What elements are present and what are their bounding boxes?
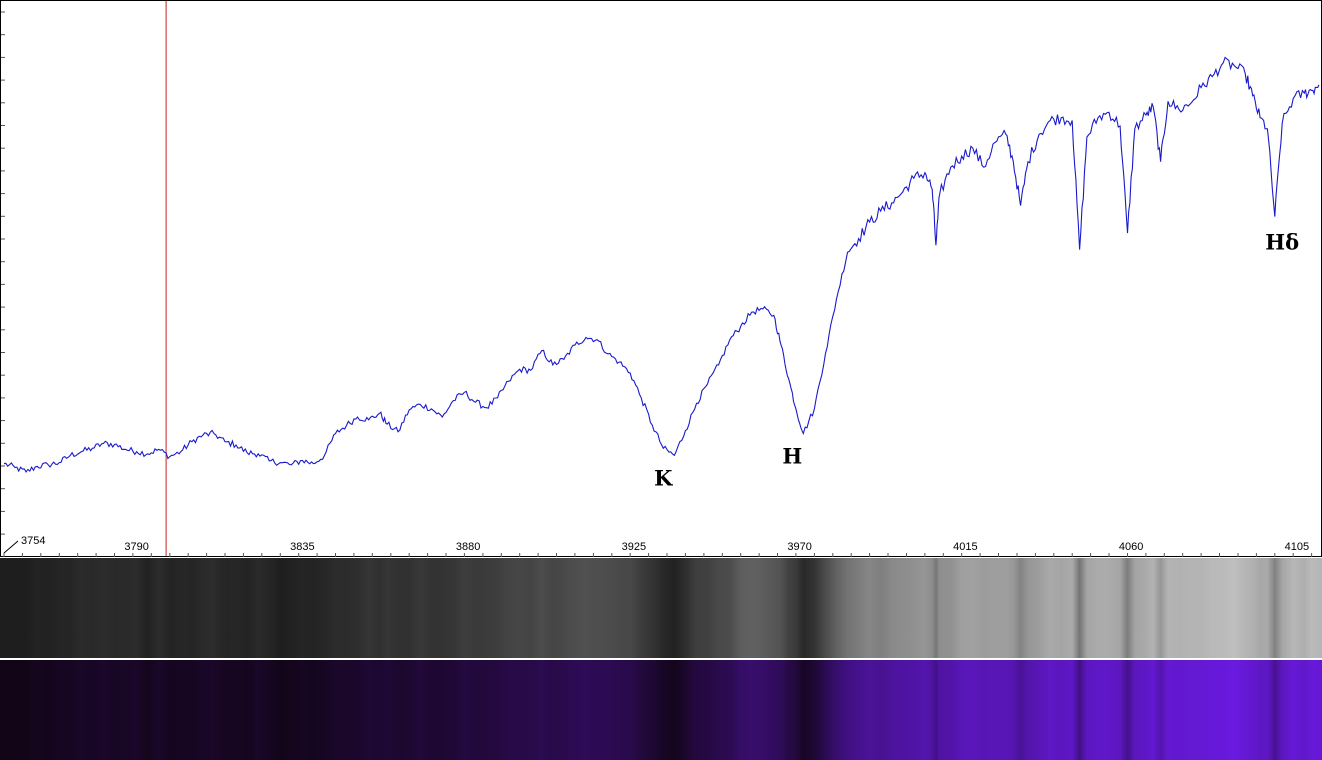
x-tick-label: 3880 <box>456 541 480 553</box>
x-tick-label: 3835 <box>290 541 314 553</box>
x-tick-label: 3925 <box>622 541 646 553</box>
annotations: K H Hδ <box>654 230 1299 491</box>
axis-origin-mark <box>3 540 19 554</box>
x-tick-label: 3970 <box>787 541 811 553</box>
series-line <box>3 56 1320 473</box>
plot-frame <box>0 0 1322 557</box>
spectrum-plot[interactable]: 3754 3790 3835 3880 3925 3970 4015 4060 4105 K H H… <box>0 0 1322 557</box>
x-tick-label: 3754 <box>21 535 45 547</box>
spectrum-strip-grayscale <box>0 558 1322 658</box>
strip-separator <box>0 658 1322 660</box>
x-tick-label: 4105 <box>1285 541 1309 553</box>
y-axis-ticks <box>1 11 5 535</box>
line-label: Hδ <box>1265 230 1299 255</box>
line-label: K <box>654 466 673 491</box>
x-tick-label: 3790 <box>124 541 148 553</box>
line-label: H <box>782 444 802 469</box>
spectrum-strip-color <box>0 660 1322 760</box>
plot-svg: 3754 3790 3835 3880 3925 3970 4015 4060 4105 K H H… <box>0 0 1322 557</box>
x-tick-label: 4015 <box>953 541 977 553</box>
x-tick-label: 4060 <box>1119 541 1143 553</box>
x-axis-ticks: 3754 3790 3835 3880 3925 3970 4015 4060 4105 <box>3 535 1313 557</box>
